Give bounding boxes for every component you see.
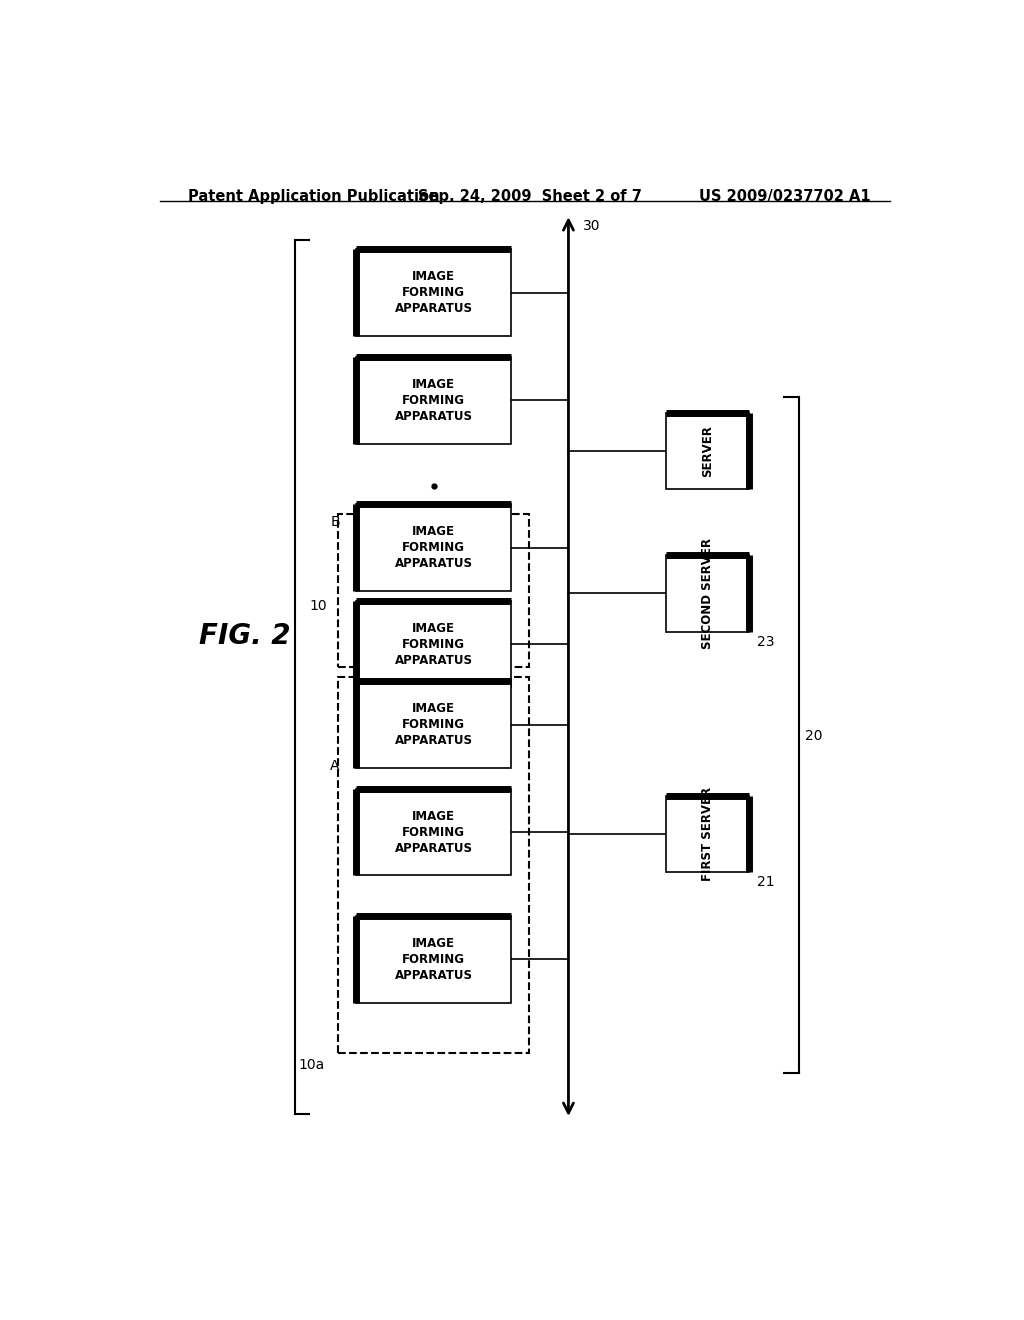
Text: FIG. 2: FIG. 2 xyxy=(200,622,291,651)
Text: B: B xyxy=(331,515,340,529)
Bar xyxy=(356,601,511,688)
Text: IMAGE
FORMING
APPARATUS: IMAGE FORMING APPARATUS xyxy=(394,271,472,315)
Text: SECOND SERVER: SECOND SERVER xyxy=(700,539,714,649)
Text: 10a: 10a xyxy=(299,1057,325,1072)
Text: 10: 10 xyxy=(309,598,327,612)
Text: IMAGE
FORMING
APPARATUS: IMAGE FORMING APPARATUS xyxy=(394,702,472,747)
Text: 30: 30 xyxy=(583,219,600,234)
Text: IMAGE
FORMING
APPARATUS: IMAGE FORMING APPARATUS xyxy=(394,525,472,570)
Bar xyxy=(666,796,749,873)
Bar xyxy=(356,358,511,444)
Bar xyxy=(666,413,749,490)
Text: 23: 23 xyxy=(757,635,774,648)
Text: US 2009/0237702 A1: US 2009/0237702 A1 xyxy=(699,189,871,203)
Bar xyxy=(356,789,511,875)
Text: A: A xyxy=(331,759,340,774)
Text: IMAGE
FORMING
APPARATUS: IMAGE FORMING APPARATUS xyxy=(394,937,472,982)
Text: IMAGE
FORMING
APPARATUS: IMAGE FORMING APPARATUS xyxy=(394,378,472,422)
Bar xyxy=(338,515,528,667)
Bar xyxy=(338,677,528,1053)
Text: SERVER: SERVER xyxy=(700,425,714,477)
Text: FIRST SERVER: FIRST SERVER xyxy=(700,787,714,882)
Bar xyxy=(356,249,511,335)
Bar xyxy=(356,504,511,591)
Text: Sep. 24, 2009  Sheet 2 of 7: Sep. 24, 2009 Sheet 2 of 7 xyxy=(418,189,642,203)
Text: IMAGE
FORMING
APPARATUS: IMAGE FORMING APPARATUS xyxy=(394,809,472,855)
Bar xyxy=(666,556,749,631)
Bar xyxy=(356,916,511,1002)
Text: 20: 20 xyxy=(805,729,822,743)
Bar xyxy=(356,681,511,768)
Text: 21: 21 xyxy=(757,875,774,890)
Text: Patent Application Publication: Patent Application Publication xyxy=(187,189,439,203)
Text: IMAGE
FORMING
APPARATUS: IMAGE FORMING APPARATUS xyxy=(394,622,472,667)
